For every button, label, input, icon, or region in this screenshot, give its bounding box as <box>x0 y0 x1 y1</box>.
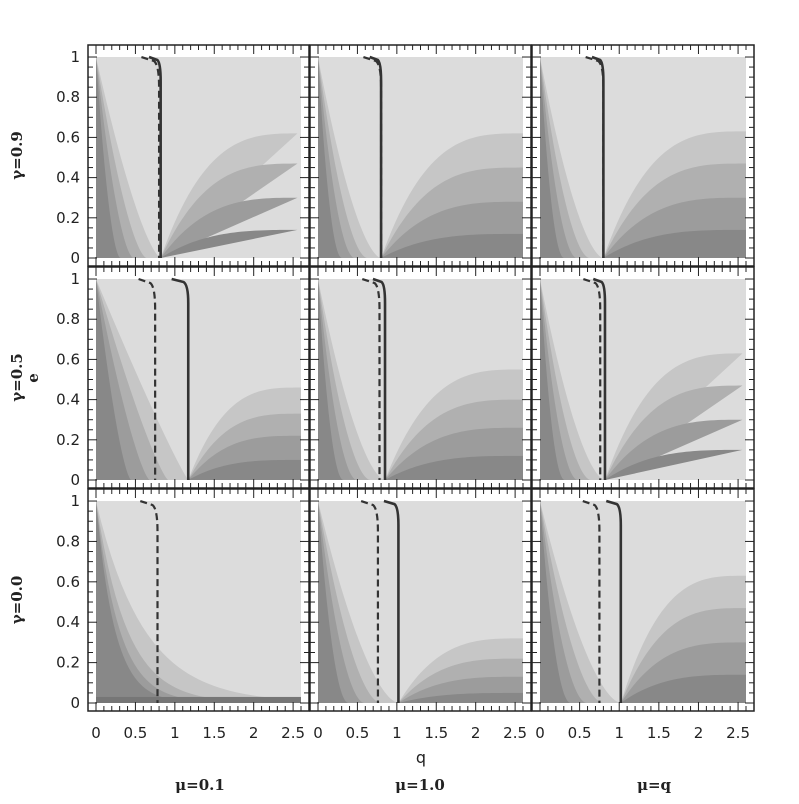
panel-ticks <box>88 267 309 488</box>
y-tick-label: 0.6 <box>56 573 80 591</box>
y-tick-label: 1 <box>70 492 80 510</box>
x-tick-label: 1 <box>170 724 180 742</box>
solid-boundary <box>605 499 623 703</box>
dashed-boundary <box>583 277 602 480</box>
y-tick-label: 0.8 <box>56 310 80 328</box>
y-tick-label: 0.4 <box>56 613 80 631</box>
region-left-3 <box>318 501 349 703</box>
y-tick-label: 0 <box>70 249 80 267</box>
y-tick-label: 1 <box>70 48 80 66</box>
x-tick-label: 2 <box>471 724 481 742</box>
x-tick-label: 2.5 <box>503 724 527 742</box>
panel-ticks <box>88 489 309 711</box>
panel-r1-c1 <box>309 266 532 489</box>
solid-boundary <box>171 277 190 480</box>
region-right-3 <box>188 459 301 480</box>
panel-ticks <box>310 45 531 266</box>
y-tick-label: 0.4 <box>56 391 80 409</box>
solid-boundary <box>591 55 605 258</box>
region-right-3 <box>620 674 746 703</box>
region-left-3 <box>96 279 132 480</box>
y-tick-label: 0.2 <box>56 431 80 449</box>
panel-r1-c2 <box>531 266 755 489</box>
solid-boundary <box>372 277 387 480</box>
x-tick-label: 2.5 <box>726 724 750 742</box>
panel-r0-c0 <box>87 44 310 267</box>
dashed-boundary <box>138 277 157 480</box>
y-axis-label: e <box>24 373 42 383</box>
panel-ticks <box>532 45 754 266</box>
x-tick-label: 2.5 <box>281 724 305 742</box>
panel-ticks <box>532 489 754 711</box>
solid-boundary <box>383 499 400 703</box>
y-tick-label: 0.2 <box>56 654 80 672</box>
dashed-boundary <box>582 499 601 703</box>
y-tick-label: 0 <box>70 694 80 712</box>
x-tick-label: 2 <box>249 724 259 742</box>
solid-boundary <box>592 277 607 480</box>
solid-boundary <box>148 55 162 258</box>
panel-r2-c1 <box>309 488 532 712</box>
dashed-boundary <box>361 277 381 480</box>
region-right-3 <box>604 449 743 480</box>
region-left-base <box>96 696 301 703</box>
panel-ticks <box>532 267 754 488</box>
region-left-3 <box>318 57 342 258</box>
column-label: μ=1.0 <box>395 776 445 794</box>
region-left-3 <box>318 279 344 480</box>
x-tick-label: 0 <box>535 724 545 742</box>
region-right-3 <box>160 229 298 258</box>
row-label: γ=0.9 <box>8 131 26 180</box>
y-tick-label: 0.8 <box>56 88 80 106</box>
dashed-boundary <box>141 55 161 258</box>
panel-r2-c0 <box>87 488 310 712</box>
x-tick-label: 0.5 <box>568 724 592 742</box>
x-axis-label: q <box>416 748 426 767</box>
x-tick-label: 1 <box>392 724 402 742</box>
row-label: γ=0.0 <box>8 576 26 625</box>
panel-r1-c0 <box>87 266 310 489</box>
y-tick-label: 0.6 <box>56 350 80 368</box>
x-tick-label: 0.5 <box>345 724 369 742</box>
region-right-3 <box>603 229 746 258</box>
y-tick-label: 1 <box>70 270 80 288</box>
y-tick-label: 0.4 <box>56 169 80 187</box>
region-left-3 <box>96 501 301 703</box>
x-tick-label: 2 <box>694 724 704 742</box>
panel-r2-c2 <box>531 488 755 712</box>
region-right-3 <box>398 692 523 703</box>
dashed-boundary <box>139 499 159 703</box>
row-label: γ=0.5 <box>8 353 26 402</box>
y-tick-label: 0.8 <box>56 532 80 550</box>
region-left-3 <box>96 57 121 258</box>
region-right-3 <box>385 455 523 480</box>
region-left-3 <box>540 279 565 480</box>
x-tick-label: 1 <box>614 724 624 742</box>
region-right-3 <box>381 233 523 258</box>
panel-r0-c1 <box>309 44 532 267</box>
column-label: μ=0.1 <box>175 776 225 794</box>
panel-ticks <box>310 267 531 488</box>
region-left-3 <box>540 57 565 258</box>
panel-ticks <box>88 45 309 266</box>
solid-boundary <box>369 55 383 258</box>
region-left-3 <box>540 501 571 703</box>
panel-r0-c2 <box>531 44 755 267</box>
column-label: μ=q <box>637 776 672 794</box>
x-tick-label: 0 <box>313 724 323 742</box>
x-tick-label: 0.5 <box>123 724 147 742</box>
dashed-boundary <box>360 499 380 703</box>
panel-ticks <box>310 489 531 711</box>
x-tick-label: 0 <box>91 724 101 742</box>
y-tick-label: 0.6 <box>56 128 80 146</box>
y-tick-label: 0 <box>70 471 80 489</box>
x-tick-label: 1.5 <box>424 724 448 742</box>
y-tick-label: 0.2 <box>56 209 80 227</box>
x-tick-label: 1.5 <box>647 724 671 742</box>
region-left-0 <box>96 501 301 703</box>
x-tick-label: 1.5 <box>202 724 226 742</box>
